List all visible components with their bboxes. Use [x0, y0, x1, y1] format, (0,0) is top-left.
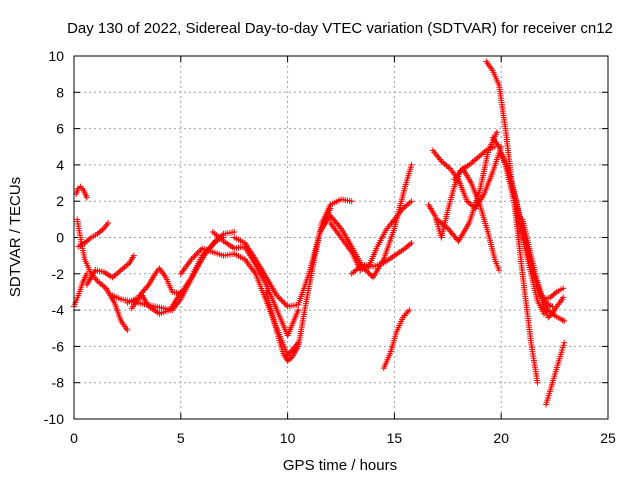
y-tick-label: -8	[52, 375, 65, 391]
series-track-3	[74, 216, 131, 334]
x-tick-label: 20	[493, 430, 509, 446]
series-track-5	[83, 252, 137, 288]
y-tick-label: -6	[52, 338, 65, 354]
series-track-19	[434, 129, 500, 245]
y-tick-label: 2	[56, 193, 64, 209]
x-tick-label: 15	[387, 430, 403, 446]
series-track-11	[231, 205, 334, 310]
x-tick-label: 10	[280, 430, 296, 446]
data-point-marker	[406, 307, 413, 314]
data-point-marker	[124, 327, 131, 334]
y-tick-label: 4	[56, 157, 64, 173]
chart-title: Day 130 of 2022, Sidereal Day-to-day VTE…	[67, 20, 613, 37]
data-point-marker	[496, 267, 503, 274]
series-track-27	[543, 339, 568, 408]
series-track-26	[536, 288, 567, 321]
data-point-marker	[534, 379, 541, 386]
data-point-marker	[408, 239, 415, 246]
data-point-marker	[548, 311, 555, 318]
data-layer	[71, 58, 568, 408]
x-tick-label: 25	[600, 430, 616, 446]
x-tick-label: 0	[70, 430, 78, 446]
data-point-marker	[493, 129, 500, 136]
series-line	[77, 222, 109, 248]
data-point-marker	[560, 294, 567, 301]
y-tick-label: 0	[56, 230, 64, 246]
y-tick-label: -10	[44, 411, 64, 427]
series-track-4	[75, 219, 112, 250]
x-axis-title: GPS time / hours	[283, 457, 397, 474]
series-track-13	[316, 161, 415, 281]
series-track-2	[73, 183, 90, 201]
y-tick-label: -4	[52, 302, 65, 318]
data-point-marker	[105, 219, 112, 226]
y-tick-label: -2	[52, 266, 65, 282]
data-point-marker	[177, 288, 184, 295]
data-point-marker	[561, 317, 568, 324]
y-tick-label: 10	[48, 48, 64, 64]
series-track-12	[263, 196, 355, 364]
data-point-marker	[561, 339, 568, 346]
data-point-marker	[560, 285, 567, 292]
y-tick-label: 8	[56, 84, 64, 100]
data-point-marker	[231, 229, 238, 236]
data-point-marker	[130, 252, 137, 259]
x-tick-label: 5	[177, 430, 185, 446]
series-track-21	[483, 58, 541, 386]
data-point-marker	[295, 307, 302, 314]
series-track-16	[380, 307, 413, 372]
series-track-15	[348, 239, 415, 277]
plot-frame	[73, 55, 609, 420]
y-tick-label: 6	[56, 121, 64, 137]
series-track-14	[327, 198, 415, 274]
data-point-marker	[408, 161, 415, 168]
series-track-8	[128, 288, 184, 317]
y-axis-title: SDTVAR / TECUs	[7, 177, 24, 297]
data-point-marker	[287, 355, 294, 362]
data-point-marker	[83, 194, 90, 201]
series-track-9	[177, 245, 302, 359]
series-track-20	[451, 165, 503, 274]
data-point-marker	[348, 198, 355, 205]
tick-layer: -10 -8 -6 -4 -2 0 2 4 6 8 10 0 5 10 15 20 25	[44, 48, 616, 446]
series-line	[212, 231, 299, 338]
data-point-marker	[408, 198, 415, 205]
